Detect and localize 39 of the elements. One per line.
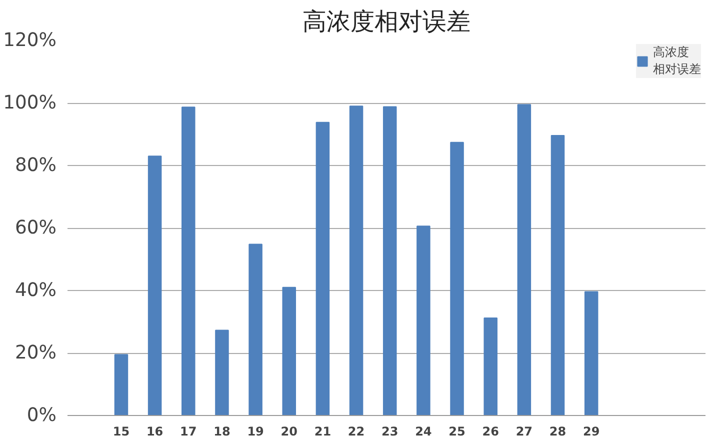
legend-label: 高浓度相对误差 — [653, 44, 701, 78]
bar — [282, 286, 296, 416]
x-tick-label: 27 — [516, 424, 533, 438]
bar — [382, 106, 397, 416]
bar — [114, 354, 128, 416]
x-tick-label: 28 — [549, 424, 566, 438]
x-tick-label: 23 — [382, 424, 398, 438]
x-tick-label: 21 — [314, 424, 332, 438]
bar — [484, 318, 498, 416]
bar — [248, 244, 262, 416]
y-tick-label: 0% — [26, 405, 57, 426]
x-tick-label: 26 — [482, 424, 499, 438]
x-tick-label: 24 — [415, 424, 432, 438]
x-tick-label: 20 — [280, 424, 298, 438]
x-tick-label: 22 — [348, 424, 365, 438]
x-tick-label: 15 — [112, 424, 130, 438]
y-tick-label: 40% — [15, 280, 56, 301]
bar — [550, 135, 565, 416]
bar — [517, 104, 532, 416]
chart-title: 高浓度相对误差 — [302, 8, 470, 36]
bar — [416, 226, 430, 416]
bar — [584, 291, 598, 416]
y-tick-label: 60% — [15, 218, 56, 238]
y-tick-label: 80% — [15, 155, 56, 176]
bar — [450, 142, 464, 416]
bar — [182, 106, 196, 416]
bar — [316, 122, 330, 416]
y-tick-label: 20% — [15, 342, 56, 364]
x-tick-label: 17 — [180, 424, 197, 438]
y-tick-label: 120% — [3, 30, 57, 51]
x-tick-label: 18 — [214, 424, 230, 438]
bar — [148, 156, 162, 416]
x-tick-label: 29 — [582, 424, 600, 438]
bar — [215, 330, 229, 416]
x-tick-label: 19 — [247, 424, 264, 438]
y-tick-label: 100% — [3, 92, 57, 114]
x-tick-label: 16 — [146, 424, 164, 438]
x-tick-label: 25 — [448, 424, 466, 438]
bar — [349, 106, 364, 416]
